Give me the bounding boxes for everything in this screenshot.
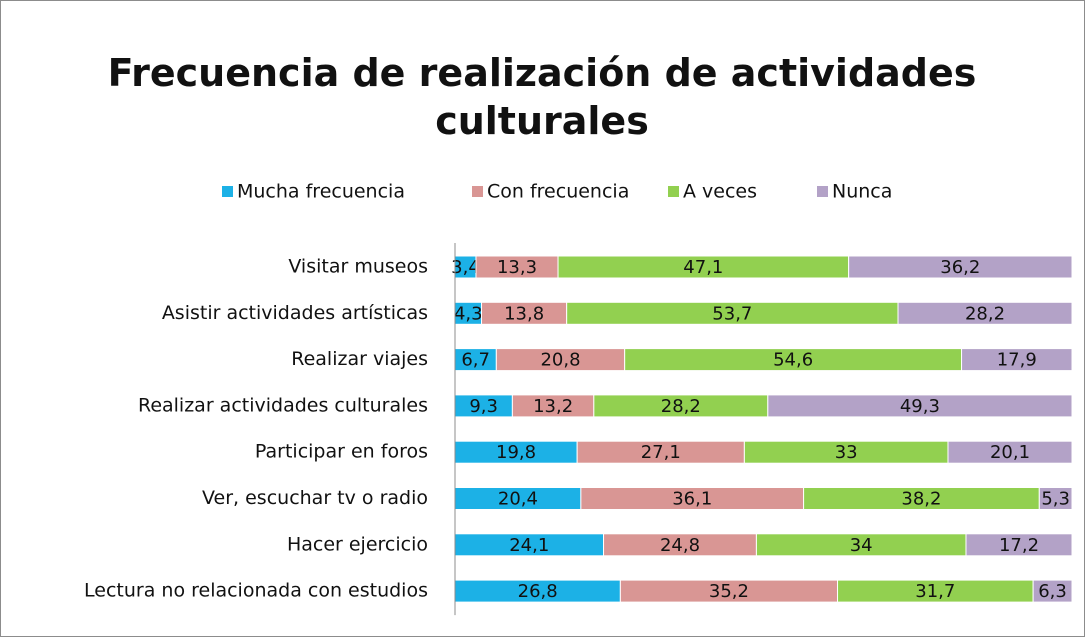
data-label: 9,3	[469, 396, 498, 417]
y-tick-label: Realizar viajes	[291, 348, 428, 370]
data-label: 36,2	[940, 257, 980, 278]
data-label: 35,2	[709, 581, 749, 602]
chart-title-text: Frecuencia de realización de actividades…	[108, 51, 977, 143]
y-tick-label: Participar en foros	[255, 441, 428, 463]
data-label: 6,7	[461, 350, 490, 371]
bar-segment	[1038, 487, 1073, 510]
data-label: 31,7	[915, 581, 955, 602]
data-label: 6,3	[1038, 581, 1067, 602]
data-label: 4,3	[454, 303, 483, 324]
data-label: 13,2	[533, 396, 573, 417]
data-label: 49,3	[900, 396, 940, 417]
legend-swatch	[472, 186, 483, 197]
legend-label: A veces	[683, 181, 757, 203]
bar-segment	[1032, 579, 1073, 603]
data-label: 19,8	[496, 442, 536, 463]
data-label: 13,8	[504, 303, 544, 324]
legend-swatch	[222, 186, 233, 197]
bar-segment	[897, 301, 1073, 325]
data-label: 20,1	[990, 442, 1030, 463]
legend-swatch	[817, 186, 828, 197]
bar-segment	[947, 440, 1073, 464]
data-label: 34	[850, 535, 873, 556]
y-tick-label: Asistir actividades artísticas	[162, 302, 428, 324]
data-label: 28,2	[965, 303, 1005, 324]
data-label: 24,1	[509, 535, 549, 556]
data-label: 27,1	[641, 442, 681, 463]
legend-label: Mucha frecuencia	[237, 181, 405, 203]
data-label: 3,4	[451, 257, 480, 278]
data-label: 5,3	[1041, 489, 1070, 510]
legend-label: Con frecuencia	[487, 181, 629, 203]
bar-segment	[848, 255, 1073, 279]
data-label: 33	[835, 442, 858, 463]
y-tick-label: Ver, escuchar tv o radio	[202, 487, 428, 509]
y-tick-label: Visitar museos	[288, 256, 428, 278]
data-label: 17,2	[999, 535, 1039, 556]
data-label: 13,3	[497, 257, 537, 278]
bar-segment	[965, 533, 1073, 557]
data-label: 28,2	[661, 396, 701, 417]
data-label: 20,4	[498, 489, 538, 510]
data-label: 53,7	[712, 303, 752, 324]
data-label: 38,2	[901, 489, 941, 510]
data-label: 24,8	[660, 535, 700, 556]
legend-swatch	[668, 186, 679, 197]
y-tick-label: Lectura no relacionada con estudios	[84, 580, 428, 602]
bar-segment	[961, 348, 1073, 372]
y-tick-label: Hacer ejercicio	[287, 533, 428, 555]
y-tick-label: Realizar actividades culturales	[138, 394, 428, 416]
data-label: 26,8	[518, 581, 558, 602]
data-label: 47,1	[683, 257, 723, 278]
data-label: 36,1	[672, 489, 712, 510]
data-label: 20,8	[540, 350, 580, 371]
data-label: 54,6	[773, 350, 813, 371]
bar-segment	[767, 394, 1073, 418]
data-label: 17,9	[997, 350, 1037, 371]
legend-label: Nunca	[832, 181, 892, 203]
